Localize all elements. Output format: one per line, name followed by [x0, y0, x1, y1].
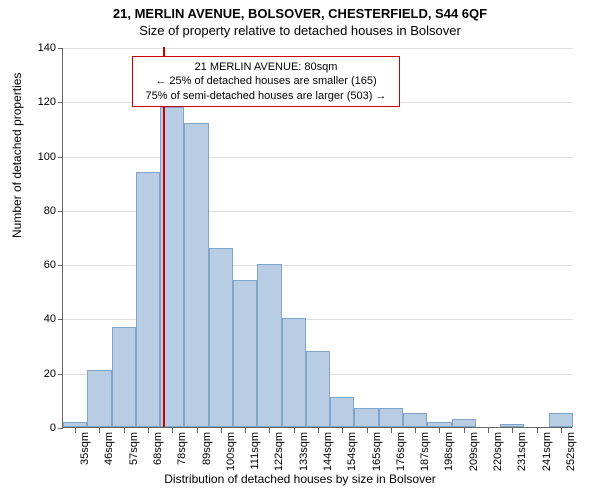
xtick-label: 35sqm — [79, 432, 91, 465]
xtick-label: 89sqm — [201, 432, 213, 465]
gridline — [63, 48, 573, 49]
xtick-label: 220sqm — [492, 432, 504, 471]
xtick-mark — [245, 428, 246, 433]
xtick-mark — [221, 428, 222, 433]
chart-main-title: 21, MERLIN AVENUE, BOLSOVER, CHESTERFIEL… — [0, 6, 600, 21]
xtick-label: 241sqm — [541, 432, 553, 471]
gridline — [63, 157, 573, 158]
xtick-mark — [172, 428, 173, 433]
xtick-label: 100sqm — [225, 432, 237, 471]
xtick-label: 133sqm — [298, 432, 310, 471]
xtick-label: 57sqm — [128, 432, 140, 465]
xtick-mark — [537, 428, 538, 433]
xtick-mark — [512, 428, 513, 433]
ytick-mark — [58, 319, 63, 320]
xtick-label: 209sqm — [468, 432, 480, 471]
ytick-mark — [58, 157, 63, 158]
ytick-label: 120 — [26, 96, 56, 108]
xtick-label: 165sqm — [371, 432, 383, 471]
annotation-line-3: 75% of semi-detached houses are larger (… — [139, 89, 393, 103]
xtick-mark — [197, 428, 198, 433]
ytick-mark — [58, 428, 63, 429]
xtick-mark — [439, 428, 440, 433]
histogram-bar — [209, 248, 233, 427]
xtick-label: 144sqm — [322, 432, 334, 471]
histogram-bar — [136, 172, 160, 427]
ytick-label: 0 — [26, 422, 56, 434]
histogram-bar — [63, 422, 87, 427]
xtick-label: 46sqm — [103, 432, 115, 465]
y-axis-label: Number of detached properties — [10, 73, 24, 238]
histogram-bar — [282, 318, 306, 427]
annotation-line-1: 21 MERLIN AVENUE: 80sqm — [139, 60, 393, 74]
xtick-label: 68sqm — [152, 432, 164, 465]
ytick-label: 60 — [26, 259, 56, 271]
chart-sub-title: Size of property relative to detached ho… — [0, 23, 600, 38]
xtick-label: 198sqm — [443, 432, 455, 471]
histogram-bar — [112, 327, 136, 427]
x-axis-label: Distribution of detached houses by size … — [0, 472, 600, 486]
histogram-bar — [379, 408, 403, 427]
histogram-bar — [452, 419, 476, 427]
ytick-mark — [58, 48, 63, 49]
xtick-mark — [148, 428, 149, 433]
xtick-label: 154sqm — [346, 432, 358, 471]
xtick-label: 111sqm — [249, 432, 261, 470]
xtick-mark — [391, 428, 392, 433]
histogram-bar — [549, 413, 573, 427]
histogram-bar — [500, 424, 524, 427]
xtick-mark — [415, 428, 416, 433]
annotation-callout: 21 MERLIN AVENUE: 80sqm ← 25% of detache… — [132, 56, 400, 107]
annotation-line-2: ← 25% of detached houses are smaller (16… — [139, 74, 393, 88]
xtick-label: 187sqm — [419, 432, 431, 471]
ytick-label: 40 — [26, 313, 56, 325]
xtick-mark — [318, 428, 319, 433]
xtick-mark — [367, 428, 368, 433]
xtick-mark — [561, 428, 562, 433]
xtick-mark — [269, 428, 270, 433]
ytick-label: 20 — [26, 368, 56, 380]
histogram-bar — [354, 408, 378, 427]
chart-plot-area: 02040608010012014035sqm46sqm57sqm68sqm78… — [62, 48, 572, 428]
xtick-label: 231sqm — [516, 432, 528, 471]
xtick-mark — [124, 428, 125, 433]
histogram-bar — [184, 123, 208, 427]
xtick-mark — [99, 428, 100, 433]
histogram-bar — [233, 280, 257, 427]
xtick-label: 122sqm — [273, 432, 285, 471]
xtick-mark — [294, 428, 295, 433]
ytick-mark — [58, 374, 63, 375]
ytick-label: 80 — [26, 205, 56, 217]
ytick-label: 100 — [26, 151, 56, 163]
histogram-bar — [306, 351, 330, 427]
xtick-mark — [75, 428, 76, 433]
ytick-mark — [58, 211, 63, 212]
xtick-mark — [488, 428, 489, 433]
ytick-mark — [58, 102, 63, 103]
histogram-bar — [330, 397, 354, 427]
xtick-mark — [342, 428, 343, 433]
xtick-label: 176sqm — [395, 432, 407, 471]
histogram-bar — [257, 264, 281, 427]
xtick-label: 78sqm — [176, 432, 188, 465]
xtick-mark — [464, 428, 465, 433]
histogram-bar — [427, 422, 451, 427]
histogram-bar — [403, 413, 427, 427]
histogram-bar — [87, 370, 111, 427]
ytick-label: 140 — [26, 42, 56, 54]
xtick-label: 252sqm — [565, 432, 577, 471]
ytick-mark — [58, 265, 63, 266]
